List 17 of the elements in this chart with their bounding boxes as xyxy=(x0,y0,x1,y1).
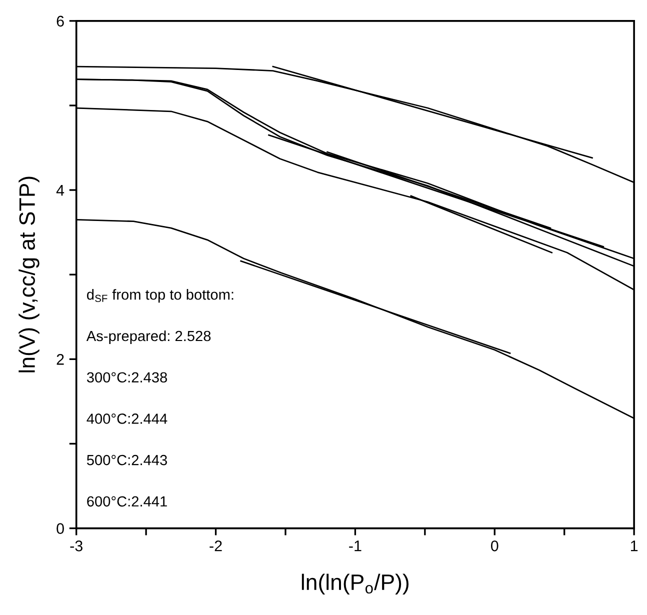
x-axis-title: ln(ln(P$_{o}$/P)) xyxy=(302,574,408,594)
annotation: 400°C:2.444 xyxy=(86,414,168,424)
y-tick-label: 6 xyxy=(56,16,64,27)
y-tick-label: 2 xyxy=(56,354,64,365)
y-tick-label: 0 xyxy=(56,523,64,534)
y-axis-title: ln(V) (v,cc/g at STP) xyxy=(18,176,40,372)
annotation: 500°C:2.443 xyxy=(86,454,167,466)
y-tick-label: 4 xyxy=(56,185,64,196)
x-tick-label: 1 xyxy=(630,540,638,552)
annotation: 300°C:2.438 xyxy=(86,372,167,383)
x-tick-label: 0 xyxy=(490,540,498,552)
annotation: d$_{SF}$ from top to bottom: xyxy=(87,289,234,303)
x-tick-label: -3 xyxy=(70,540,82,552)
x-tick-label: -1 xyxy=(349,540,362,552)
annotation: As-prepared: 2.528 xyxy=(86,330,211,344)
x-tick-label: -2 xyxy=(210,540,222,552)
annotation: 600°C:2.441 xyxy=(87,496,167,507)
